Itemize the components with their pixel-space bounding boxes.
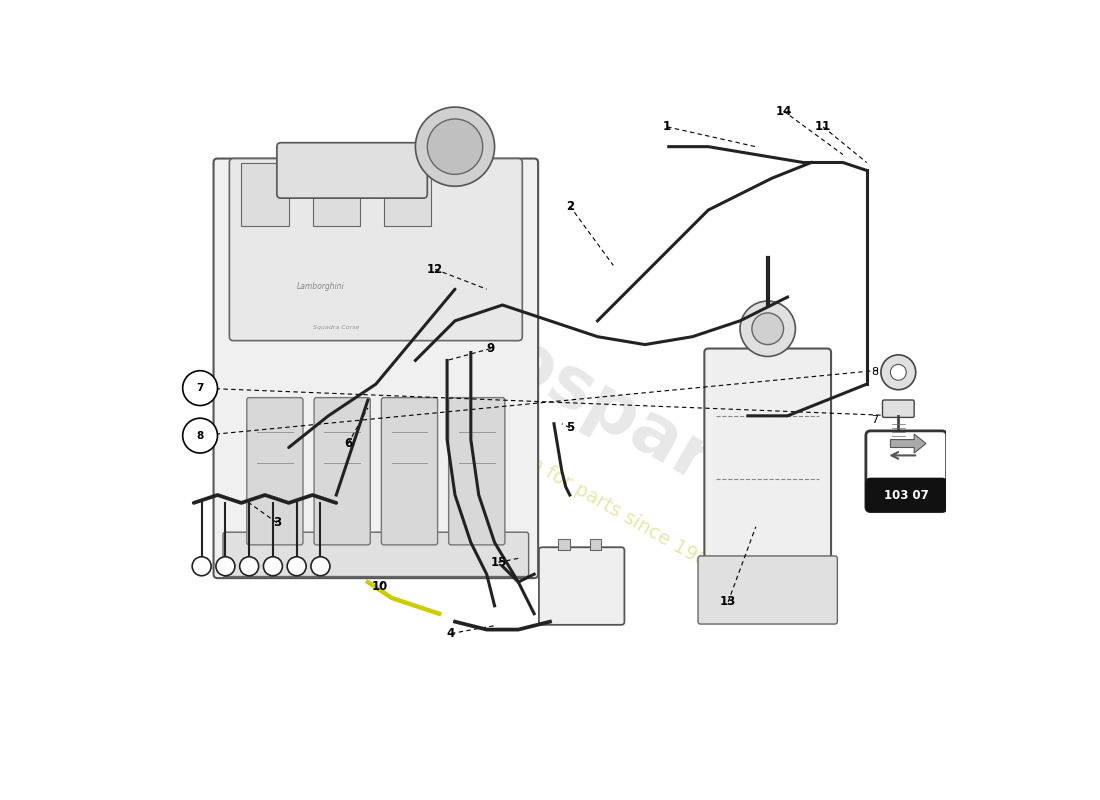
Text: Lamborghini: Lamborghini bbox=[297, 282, 344, 291]
FancyBboxPatch shape bbox=[223, 532, 529, 577]
Circle shape bbox=[890, 364, 906, 380]
Circle shape bbox=[183, 370, 218, 406]
FancyBboxPatch shape bbox=[312, 162, 360, 226]
FancyBboxPatch shape bbox=[246, 398, 302, 545]
Text: 5: 5 bbox=[565, 422, 574, 434]
FancyBboxPatch shape bbox=[704, 349, 830, 578]
Circle shape bbox=[263, 557, 283, 576]
FancyBboxPatch shape bbox=[590, 538, 602, 550]
Text: 2: 2 bbox=[565, 199, 574, 213]
Text: 1: 1 bbox=[663, 120, 671, 134]
Circle shape bbox=[183, 418, 218, 453]
Text: 9: 9 bbox=[486, 342, 495, 355]
Text: 11: 11 bbox=[815, 120, 832, 134]
Text: 3: 3 bbox=[273, 516, 280, 530]
FancyBboxPatch shape bbox=[315, 398, 371, 545]
FancyBboxPatch shape bbox=[866, 431, 947, 512]
Text: 10: 10 bbox=[372, 579, 388, 593]
FancyBboxPatch shape bbox=[277, 142, 427, 198]
Text: 8: 8 bbox=[197, 430, 204, 441]
Circle shape bbox=[740, 301, 795, 357]
Circle shape bbox=[881, 355, 915, 390]
Text: eurospares: eurospares bbox=[374, 256, 805, 544]
Text: 14: 14 bbox=[776, 105, 792, 118]
FancyBboxPatch shape bbox=[382, 398, 438, 545]
Circle shape bbox=[287, 557, 306, 576]
Text: 8: 8 bbox=[871, 367, 878, 378]
FancyBboxPatch shape bbox=[230, 158, 522, 341]
FancyBboxPatch shape bbox=[698, 556, 837, 624]
Text: Squadra Corse: Squadra Corse bbox=[312, 325, 359, 330]
Text: 7: 7 bbox=[871, 414, 878, 425]
Text: 6: 6 bbox=[344, 437, 352, 450]
Text: 13: 13 bbox=[720, 595, 736, 608]
Text: 15: 15 bbox=[491, 556, 507, 569]
Polygon shape bbox=[890, 434, 926, 453]
Circle shape bbox=[240, 557, 258, 576]
FancyArrowPatch shape bbox=[892, 452, 915, 458]
FancyBboxPatch shape bbox=[558, 538, 570, 550]
Circle shape bbox=[311, 557, 330, 576]
Text: 7: 7 bbox=[197, 383, 204, 393]
FancyBboxPatch shape bbox=[213, 158, 538, 578]
Text: 12: 12 bbox=[427, 263, 443, 276]
Circle shape bbox=[216, 557, 235, 576]
FancyBboxPatch shape bbox=[449, 398, 505, 545]
FancyBboxPatch shape bbox=[539, 547, 625, 625]
Circle shape bbox=[427, 119, 483, 174]
Circle shape bbox=[752, 313, 783, 345]
Circle shape bbox=[192, 557, 211, 576]
Text: 4: 4 bbox=[447, 627, 455, 640]
FancyBboxPatch shape bbox=[882, 400, 914, 418]
FancyBboxPatch shape bbox=[241, 162, 288, 226]
FancyBboxPatch shape bbox=[384, 162, 431, 226]
Text: a passion for parts since 1985: a passion for parts since 1985 bbox=[458, 413, 722, 577]
Circle shape bbox=[416, 107, 495, 186]
FancyBboxPatch shape bbox=[866, 478, 947, 512]
Text: 103 07: 103 07 bbox=[884, 489, 928, 502]
